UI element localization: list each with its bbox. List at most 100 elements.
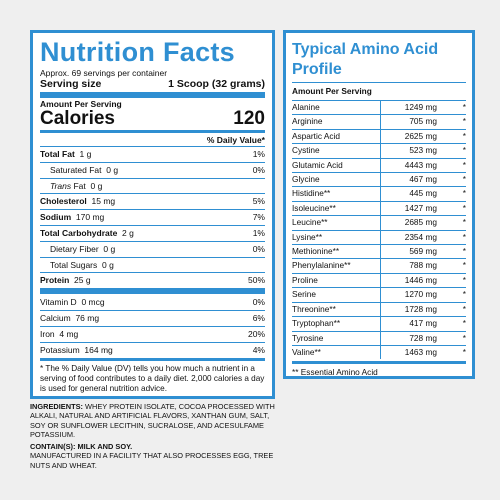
amino-value: 1446 mg xyxy=(380,273,440,288)
nutrient-label: Trans Fat 0 g xyxy=(40,179,102,194)
amino-row: Threonine** 1728 mg * xyxy=(292,301,466,317)
amino-mark: * xyxy=(462,274,466,285)
amino-mark: * xyxy=(462,260,466,271)
calories-label: Calories xyxy=(40,108,115,129)
ingredients-block: INGREDIENTS: WHEY PROTEIN ISOLATE, COCOA… xyxy=(30,402,278,470)
amino-footnote: ** Essential Amino Acid xyxy=(292,361,466,377)
ingredients-label: INGREDIENTS: xyxy=(30,402,83,411)
mineral-amount: 76 mg xyxy=(75,312,100,323)
amino-value: 1728 mg xyxy=(380,302,440,317)
amino-row: Alanine 1249 mg * xyxy=(292,100,466,115)
mineral-name: Calcium xyxy=(40,312,71,323)
mineral-label: Calcium 76 mg xyxy=(40,311,99,326)
nutrition-title: Nutrition Facts xyxy=(40,37,236,67)
amino-row: Proline 1446 mg * xyxy=(292,272,466,288)
amino-subtitle: Amount Per Serving xyxy=(292,82,466,100)
nutrient-amount: 15 mg xyxy=(91,196,116,207)
mineral-row: Potassium 164 mg 4% xyxy=(40,341,265,358)
calories-row: Calories 120 xyxy=(40,109,265,129)
nutrient-dv: 1% xyxy=(252,227,265,238)
nutrient-label: Total Sugars 0 g xyxy=(40,258,114,273)
amino-value: 1270 mg xyxy=(380,288,440,302)
mineral-label: Potassium 164 mg xyxy=(40,343,113,358)
nutrient-row: Saturated Fat 0 g 0% xyxy=(40,161,265,178)
nutrient-row: Total Fat 1 g 1% xyxy=(40,146,265,162)
amino-row: Cystine 523 mg * xyxy=(292,143,466,158)
mineral-row: Calcium 76 mg 6% xyxy=(40,309,265,326)
amino-value: 417 mg xyxy=(380,317,440,331)
amino-row: Glycine 467 mg * xyxy=(292,172,466,187)
nutrient-row: Total Carbohydrate 2 g 1% xyxy=(40,224,265,241)
amino-row: Arginine 705 mg * xyxy=(292,114,466,129)
amount-per-serving: Amount Per Serving xyxy=(40,99,122,109)
nutrient-label: Total Fat 1 g xyxy=(40,147,91,162)
amino-name: Serine xyxy=(292,289,316,300)
mineral-amount: 164 mg xyxy=(84,344,113,355)
nutrient-row: Cholesterol 15 mg 5% xyxy=(40,193,265,209)
nutrient-name: Protein xyxy=(40,275,70,286)
nutrient-name: Cholesterol xyxy=(40,196,87,207)
nutrient-row: Dietary Fiber 0 g 0% xyxy=(40,240,265,257)
mineral-label: Iron 4 mg xyxy=(40,327,78,342)
amino-mark: * xyxy=(462,318,466,329)
amino-mark: * xyxy=(462,130,466,141)
mineral-dv: 6% xyxy=(252,312,265,323)
amino-value: 705 mg xyxy=(380,115,440,129)
amino-title: Typical Amino Acid Profile xyxy=(292,41,439,78)
nutrient-name: Dietary Fiber xyxy=(50,243,99,254)
amino-mark: * xyxy=(462,246,466,257)
amino-row: Serine 1270 mg * xyxy=(292,287,466,302)
serving-size-value: 1 Scoop (32 grams) xyxy=(168,78,265,90)
mineral-dv: 20% xyxy=(247,328,265,339)
amino-value: 4443 mg xyxy=(380,158,440,173)
nutrient-dv: 50% xyxy=(247,275,265,286)
mineral-row: Iron 4 mg 20% xyxy=(40,325,265,342)
amino-mark: * xyxy=(462,202,466,213)
amino-name: Alanine xyxy=(292,102,320,112)
nutrient-amount: 1 g xyxy=(79,149,92,159)
amino-row: Glutamic Acid 4443 mg * xyxy=(292,157,466,173)
amino-name: Proline xyxy=(292,274,318,285)
nutrient-row: Total Sugars 0 g xyxy=(40,256,265,273)
amino-mark: * xyxy=(462,102,466,112)
amino-mark: * xyxy=(462,188,466,199)
nutrient-row: Trans Fat 0 g xyxy=(40,177,265,194)
nutrient-amount: 0 g xyxy=(106,164,119,175)
mineral-label: Vitamin D 0 mcg xyxy=(40,295,105,310)
nutrient-label: Protein 25 g xyxy=(40,273,91,288)
amino-name: Isoleucine** xyxy=(292,202,336,213)
divider xyxy=(40,130,265,133)
nutrient-name: Sodium xyxy=(40,212,72,223)
amino-value: 1463 mg xyxy=(380,345,440,360)
amino-name: Valine** xyxy=(292,346,321,357)
mineral-dv: 4% xyxy=(252,344,265,355)
amino-mark: * xyxy=(462,217,466,228)
amino-mark: * xyxy=(462,289,466,300)
amino-mark: * xyxy=(462,231,466,242)
nutrient-amount: 25 g xyxy=(74,275,91,286)
amino-value: 788 mg xyxy=(380,259,440,273)
amino-name: Histidine** xyxy=(292,188,331,199)
nutrient-amount: 0 g xyxy=(103,243,116,254)
nutrient-label: Saturated Fat 0 g xyxy=(40,163,118,178)
calories-value: 120 xyxy=(233,108,265,129)
amino-rows: Alanine 1249 mg * Arginine 705 mg * Aspartic A… xyxy=(292,100,466,360)
nutrient-row: Protein 25 g 50% xyxy=(40,272,265,288)
amino-value: 445 mg xyxy=(380,187,440,201)
amino-name: Glycine xyxy=(292,174,320,185)
amino-row: Tryptophan** 417 mg * xyxy=(292,316,466,331)
nutrient-row: Sodium 170 mg 7% xyxy=(40,209,265,225)
amino-value: 1249 mg xyxy=(380,101,440,115)
divider xyxy=(40,288,265,295)
amino-name: Threonine** xyxy=(292,303,336,314)
mineral-amount: 4 mg xyxy=(59,328,79,339)
amino-mark: * xyxy=(462,332,466,343)
nutrient-name: Total Carbohydrate xyxy=(40,227,118,238)
amino-mark: * xyxy=(462,346,466,357)
amino-value: 2625 mg xyxy=(380,129,440,144)
mineral-amount: 0 mcg xyxy=(81,297,105,308)
contains-statement: CONTAIN(S): MILK AND SOY. xyxy=(30,442,133,452)
amino-value: 523 mg xyxy=(380,144,440,158)
amino-mark: * xyxy=(462,145,466,156)
amino-mark: * xyxy=(462,116,466,127)
